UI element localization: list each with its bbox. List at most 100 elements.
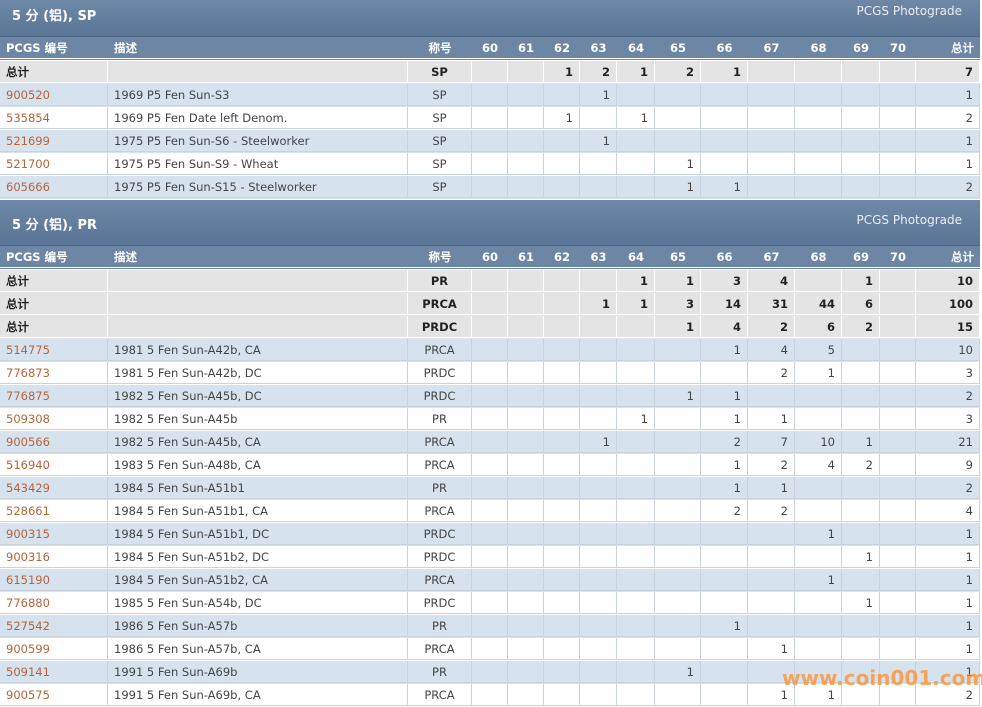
- grade-count: [544, 615, 580, 637]
- grade-count: [508, 84, 544, 106]
- grade-count: [748, 569, 795, 591]
- coin-row: 605666 1975 P5 Fen Sun-S15 - Steelworker S…: [0, 176, 980, 199]
- grade-count: [655, 523, 701, 545]
- column-header: 描述: [108, 37, 408, 59]
- grade-count: [617, 431, 655, 453]
- grade-count: [880, 638, 916, 660]
- grade-count: [580, 408, 617, 430]
- grade-count: [655, 592, 701, 614]
- grade-count: [880, 546, 916, 568]
- coin-row: 516940 1983 5 Fen Sun-A48b, CA PRCA 1 2 4 2 9: [0, 454, 980, 477]
- grade-count: [544, 84, 580, 106]
- designation: PRCA: [408, 339, 472, 361]
- grade-count: [842, 339, 880, 361]
- grade-count: [701, 523, 748, 545]
- row-total: 7: [916, 61, 980, 83]
- grade-count: [544, 638, 580, 660]
- grade-count: 1: [795, 569, 842, 591]
- coin-row: 528661 1984 5 Fen Sun-A51b1, CA PRCA 2 2 4: [0, 500, 980, 523]
- grade-count: [655, 477, 701, 499]
- grade-count: [617, 176, 655, 198]
- grade-count: [880, 523, 916, 545]
- grade-count: [472, 569, 508, 591]
- description: 1983 5 Fen Sun-A48b, CA: [108, 454, 408, 476]
- pcgs-number: 900575: [0, 684, 108, 706]
- pcgs-number: 521700: [0, 153, 108, 175]
- grade-count: [748, 107, 795, 129]
- coin-row: 615190 1984 5 Fen Sun-A51b2, CA PRCA 1 1: [0, 569, 980, 592]
- grade-count: [508, 107, 544, 129]
- grade-count: [617, 477, 655, 499]
- column-header: 69: [842, 246, 880, 268]
- grade-count: 1: [617, 61, 655, 83]
- grade-count: [472, 615, 508, 637]
- grade-count: [880, 661, 916, 683]
- grade-count: [748, 130, 795, 152]
- grade-count: 1: [617, 293, 655, 315]
- grade-count: [472, 546, 508, 568]
- grade-count: [472, 176, 508, 198]
- grade-count: [880, 454, 916, 476]
- grade-count: [880, 84, 916, 106]
- grade-count: [580, 362, 617, 384]
- designation: PR: [408, 615, 472, 637]
- grade-count: [580, 592, 617, 614]
- grade-count: [508, 615, 544, 637]
- grade-count: [544, 523, 580, 545]
- pcgs-number: 776873: [0, 362, 108, 384]
- pcgs-number: 509308: [0, 408, 108, 430]
- description: [108, 61, 408, 83]
- grade-count: 2: [842, 316, 880, 338]
- grade-count: [508, 408, 544, 430]
- grade-count: [544, 153, 580, 175]
- coin-row: 776880 1985 5 Fen Sun-A54b, DC PRDC 1 1: [0, 592, 980, 615]
- grade-count: [842, 153, 880, 175]
- grade-count: [655, 130, 701, 152]
- grade-count: [508, 569, 544, 591]
- row-total: 1: [916, 130, 980, 152]
- description: 1984 5 Fen Sun-A51b2, DC: [108, 546, 408, 568]
- column-header: 62: [544, 37, 580, 59]
- grade-count: [472, 661, 508, 683]
- column-header: 65: [655, 246, 701, 268]
- row-total: 21: [916, 431, 980, 453]
- grade-count: [508, 293, 544, 315]
- row-total: 1: [916, 546, 980, 568]
- pcgs-number: 900315: [0, 523, 108, 545]
- grade-count: [617, 661, 655, 683]
- grade-count: [880, 293, 916, 315]
- grade-count: [472, 500, 508, 522]
- coin-row: 521700 1975 P5 Fen Sun-S9 - Wheat SP 1 1: [0, 153, 980, 176]
- grade-count: [544, 130, 580, 152]
- grade-count: [842, 385, 880, 407]
- grade-count: [795, 153, 842, 175]
- total-label: 总计: [0, 270, 108, 292]
- grade-count: [842, 569, 880, 591]
- grade-count: [508, 431, 544, 453]
- grade-count: [655, 84, 701, 106]
- grade-count: [617, 569, 655, 591]
- grade-count: [655, 638, 701, 660]
- grade-count: [544, 316, 580, 338]
- row-total: 1: [916, 592, 980, 614]
- grade-count: [880, 477, 916, 499]
- grade-count: [617, 638, 655, 660]
- grade-count: [617, 339, 655, 361]
- row-total: 100: [916, 293, 980, 315]
- grade-count: 1: [701, 454, 748, 476]
- grade-count: [544, 500, 580, 522]
- grade-count: [842, 84, 880, 106]
- grade-count: [655, 431, 701, 453]
- grade-count: 5: [795, 339, 842, 361]
- description: 1969 P5 Fen Date left Denom.: [108, 107, 408, 129]
- total-label: 总计: [0, 61, 108, 83]
- grade-count: [795, 385, 842, 407]
- grade-count: [795, 176, 842, 198]
- grade-count: [880, 362, 916, 384]
- grade-count: [472, 362, 508, 384]
- grade-count: [472, 385, 508, 407]
- grade-count: [748, 615, 795, 637]
- grade-count: [748, 153, 795, 175]
- grade-count: 1: [701, 385, 748, 407]
- grade-count: [701, 130, 748, 152]
